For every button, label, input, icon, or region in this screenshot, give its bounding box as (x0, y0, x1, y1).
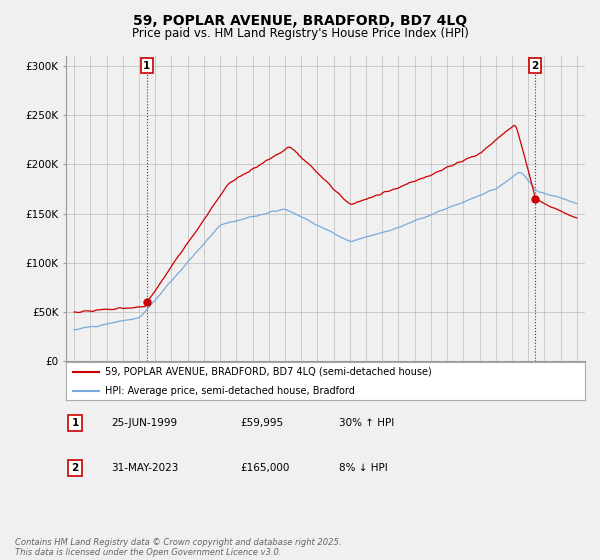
Text: 31-MAY-2023: 31-MAY-2023 (111, 463, 178, 473)
Text: Price paid vs. HM Land Registry's House Price Index (HPI): Price paid vs. HM Land Registry's House … (131, 27, 469, 40)
Text: Contains HM Land Registry data © Crown copyright and database right 2025.
This d: Contains HM Land Registry data © Crown c… (15, 538, 341, 557)
Text: £59,995: £59,995 (240, 418, 283, 428)
Text: 59, POPLAR AVENUE, BRADFORD, BD7 4LQ: 59, POPLAR AVENUE, BRADFORD, BD7 4LQ (133, 14, 467, 28)
Text: 2: 2 (532, 60, 539, 71)
Text: 8% ↓ HPI: 8% ↓ HPI (339, 463, 388, 473)
Text: 2: 2 (71, 463, 79, 473)
Text: 1: 1 (71, 418, 79, 428)
Text: 30% ↑ HPI: 30% ↑ HPI (339, 418, 394, 428)
Text: 59, POPLAR AVENUE, BRADFORD, BD7 4LQ (semi-detached house): 59, POPLAR AVENUE, BRADFORD, BD7 4LQ (se… (105, 367, 431, 377)
Text: 1: 1 (143, 60, 151, 71)
Text: HPI: Average price, semi-detached house, Bradford: HPI: Average price, semi-detached house,… (105, 386, 355, 396)
Text: 25-JUN-1999: 25-JUN-1999 (111, 418, 177, 428)
Text: £165,000: £165,000 (240, 463, 289, 473)
